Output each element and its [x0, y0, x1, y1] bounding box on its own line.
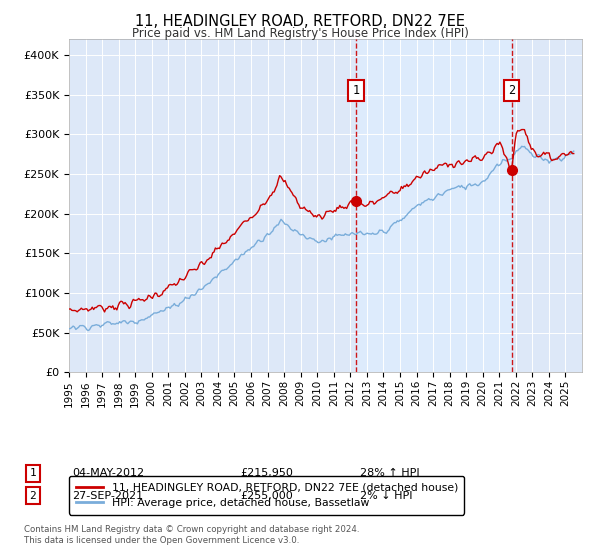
- Text: 11, HEADINGLEY ROAD, RETFORD, DN22 7EE: 11, HEADINGLEY ROAD, RETFORD, DN22 7EE: [135, 14, 465, 29]
- Text: 2% ↓ HPI: 2% ↓ HPI: [360, 491, 413, 501]
- Text: £255,000: £255,000: [240, 491, 293, 501]
- Text: 1: 1: [29, 468, 37, 478]
- Text: £215,950: £215,950: [240, 468, 293, 478]
- Text: Contains HM Land Registry data © Crown copyright and database right 2024.
This d: Contains HM Land Registry data © Crown c…: [24, 525, 359, 545]
- Bar: [356, 39, 512, 372]
- Text: 28% ↑ HPI: 28% ↑ HPI: [360, 468, 419, 478]
- Text: 2: 2: [508, 84, 515, 97]
- Legend: 11, HEADINGLEY ROAD, RETFORD, DN22 7EE (detached house), HPI: Average price, det: 11, HEADINGLEY ROAD, RETFORD, DN22 7EE (…: [69, 476, 464, 515]
- Text: Price paid vs. HM Land Registry's House Price Index (HPI): Price paid vs. HM Land Registry's House …: [131, 27, 469, 40]
- Text: 27-SEP-2021: 27-SEP-2021: [72, 491, 143, 501]
- Text: 1: 1: [353, 84, 359, 97]
- Text: 04-MAY-2012: 04-MAY-2012: [72, 468, 144, 478]
- Text: 2: 2: [29, 491, 37, 501]
